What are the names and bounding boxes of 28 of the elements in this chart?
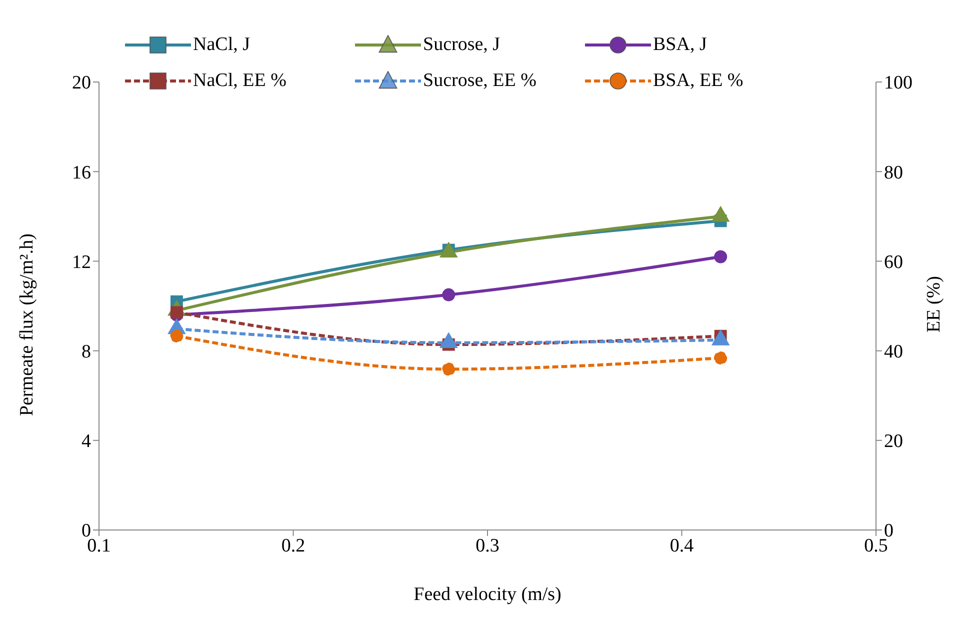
- y-axis-title: Permeate flux (kg/m².h): [16, 234, 38, 416]
- point: [714, 351, 728, 364]
- y-tick-label: 20: [72, 72, 91, 94]
- y-tick-label: 12: [72, 252, 91, 273]
- y2-tick-label: 80: [884, 162, 903, 184]
- y2-tick-label: 100: [884, 72, 912, 94]
- legend-label: Sucrose, EE %: [423, 70, 536, 92]
- x-tick-label: 0.3: [476, 535, 500, 556]
- y2-tick-label: 20: [884, 431, 903, 452]
- point: [442, 288, 456, 302]
- legend-label: BSA, J: [653, 34, 707, 56]
- y2-tick-label: 60: [884, 252, 903, 273]
- legend-label: Sucrose, J: [423, 34, 500, 56]
- y2-axis-title: EE (%): [924, 276, 945, 332]
- legend-label: NaCl, J: [193, 34, 250, 56]
- x-tick-label: 0.2: [281, 535, 306, 556]
- legend-label: NaCl, EE %: [193, 70, 286, 92]
- y-tick-label: 16: [72, 162, 91, 184]
- point: [714, 250, 728, 264]
- point: [442, 362, 456, 376]
- y-tick-label: 4: [82, 431, 92, 452]
- x-tick-label: 0.1: [87, 535, 111, 556]
- y2-tick-label: 40: [884, 342, 903, 363]
- y-tick-label: 8: [82, 342, 91, 363]
- legend-label: BSA, EE %: [653, 70, 744, 92]
- point: [170, 330, 184, 343]
- x-tick-label: 0.4: [670, 535, 694, 556]
- x-axis-title: Feed velocity (m/s): [414, 584, 562, 605]
